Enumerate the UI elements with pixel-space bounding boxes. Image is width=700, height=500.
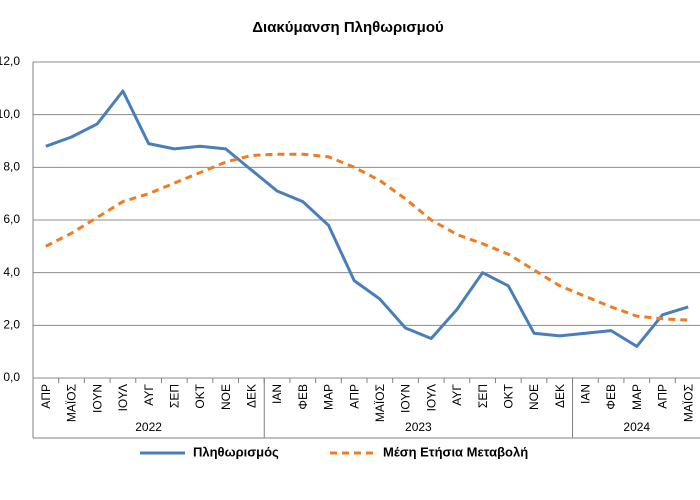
x-tick-label: ΑΥΓ	[450, 384, 464, 406]
y-tick-label: 8,0	[3, 160, 20, 174]
x-tick-label: ΣΕΠ	[476, 384, 490, 408]
x-tick-label: ΔΕΚ	[553, 384, 567, 408]
x-tick-label: ΝΟΕ	[219, 384, 233, 410]
y-tick-label: 6,0	[3, 212, 20, 226]
x-tick-label: ΜΑΪΟΣ	[373, 384, 387, 422]
x-tick-label: ΙΟΥΛ	[424, 384, 438, 411]
x-tick-label: ΜΑΡ	[322, 384, 336, 410]
x-tick-label: ΟΚΤ	[193, 383, 207, 408]
chart-title: Διακύμανση Πληθωρισμού	[252, 19, 444, 36]
y-tick-label: 2,0	[3, 318, 20, 332]
x-tick-label: ΣΕΠ	[167, 384, 181, 408]
x-tick-label: ΑΠΡ	[656, 384, 670, 409]
x-tick-label: ΦΕΒ	[604, 384, 618, 410]
x-tick-label: ΟΚΤ	[501, 383, 515, 408]
x-tick-label: ΜΑΡ	[630, 384, 644, 410]
x-tick-label: ΜΑΪΟΣ	[681, 384, 695, 422]
x-tick-label: ΦΕΒ	[296, 384, 310, 410]
y-tick-label: 4,0	[3, 265, 20, 279]
x-tick-label: ΙΟΥΛ	[116, 384, 130, 411]
legend-label: Μέση Ετήσια Μεταβολή	[383, 444, 528, 459]
series-line	[45, 152, 689, 322]
year-label: 2023	[405, 420, 432, 434]
x-tick-label: ΔΕΚ	[245, 384, 259, 408]
year-label: 2024	[623, 420, 650, 434]
x-tick-label: ΜΑΪΟΣ	[65, 384, 79, 422]
x-tick-label: ΙΑΝ	[270, 384, 284, 404]
y-tick-label: 12,0	[0, 54, 20, 68]
x-tick-label: ΑΠΡ	[347, 384, 361, 409]
x-tick-label: ΑΥΓ	[142, 384, 156, 406]
x-tick-label: ΝΟΕ	[527, 384, 541, 410]
year-label: 2022	[135, 420, 162, 434]
legend-label: Πληθωρισμός	[193, 444, 279, 459]
y-tick-label: 0,0	[3, 370, 20, 384]
x-tick-label: ΑΠΡ	[39, 384, 53, 409]
x-tick-label: ΙΑΝ	[579, 384, 593, 404]
series-line	[45, 89, 689, 348]
x-tick-label: ΙΟΥΝ	[399, 384, 413, 413]
x-tick-label: ΙΟΥΝ	[90, 384, 104, 413]
y-tick-label: 10,0	[0, 107, 20, 121]
